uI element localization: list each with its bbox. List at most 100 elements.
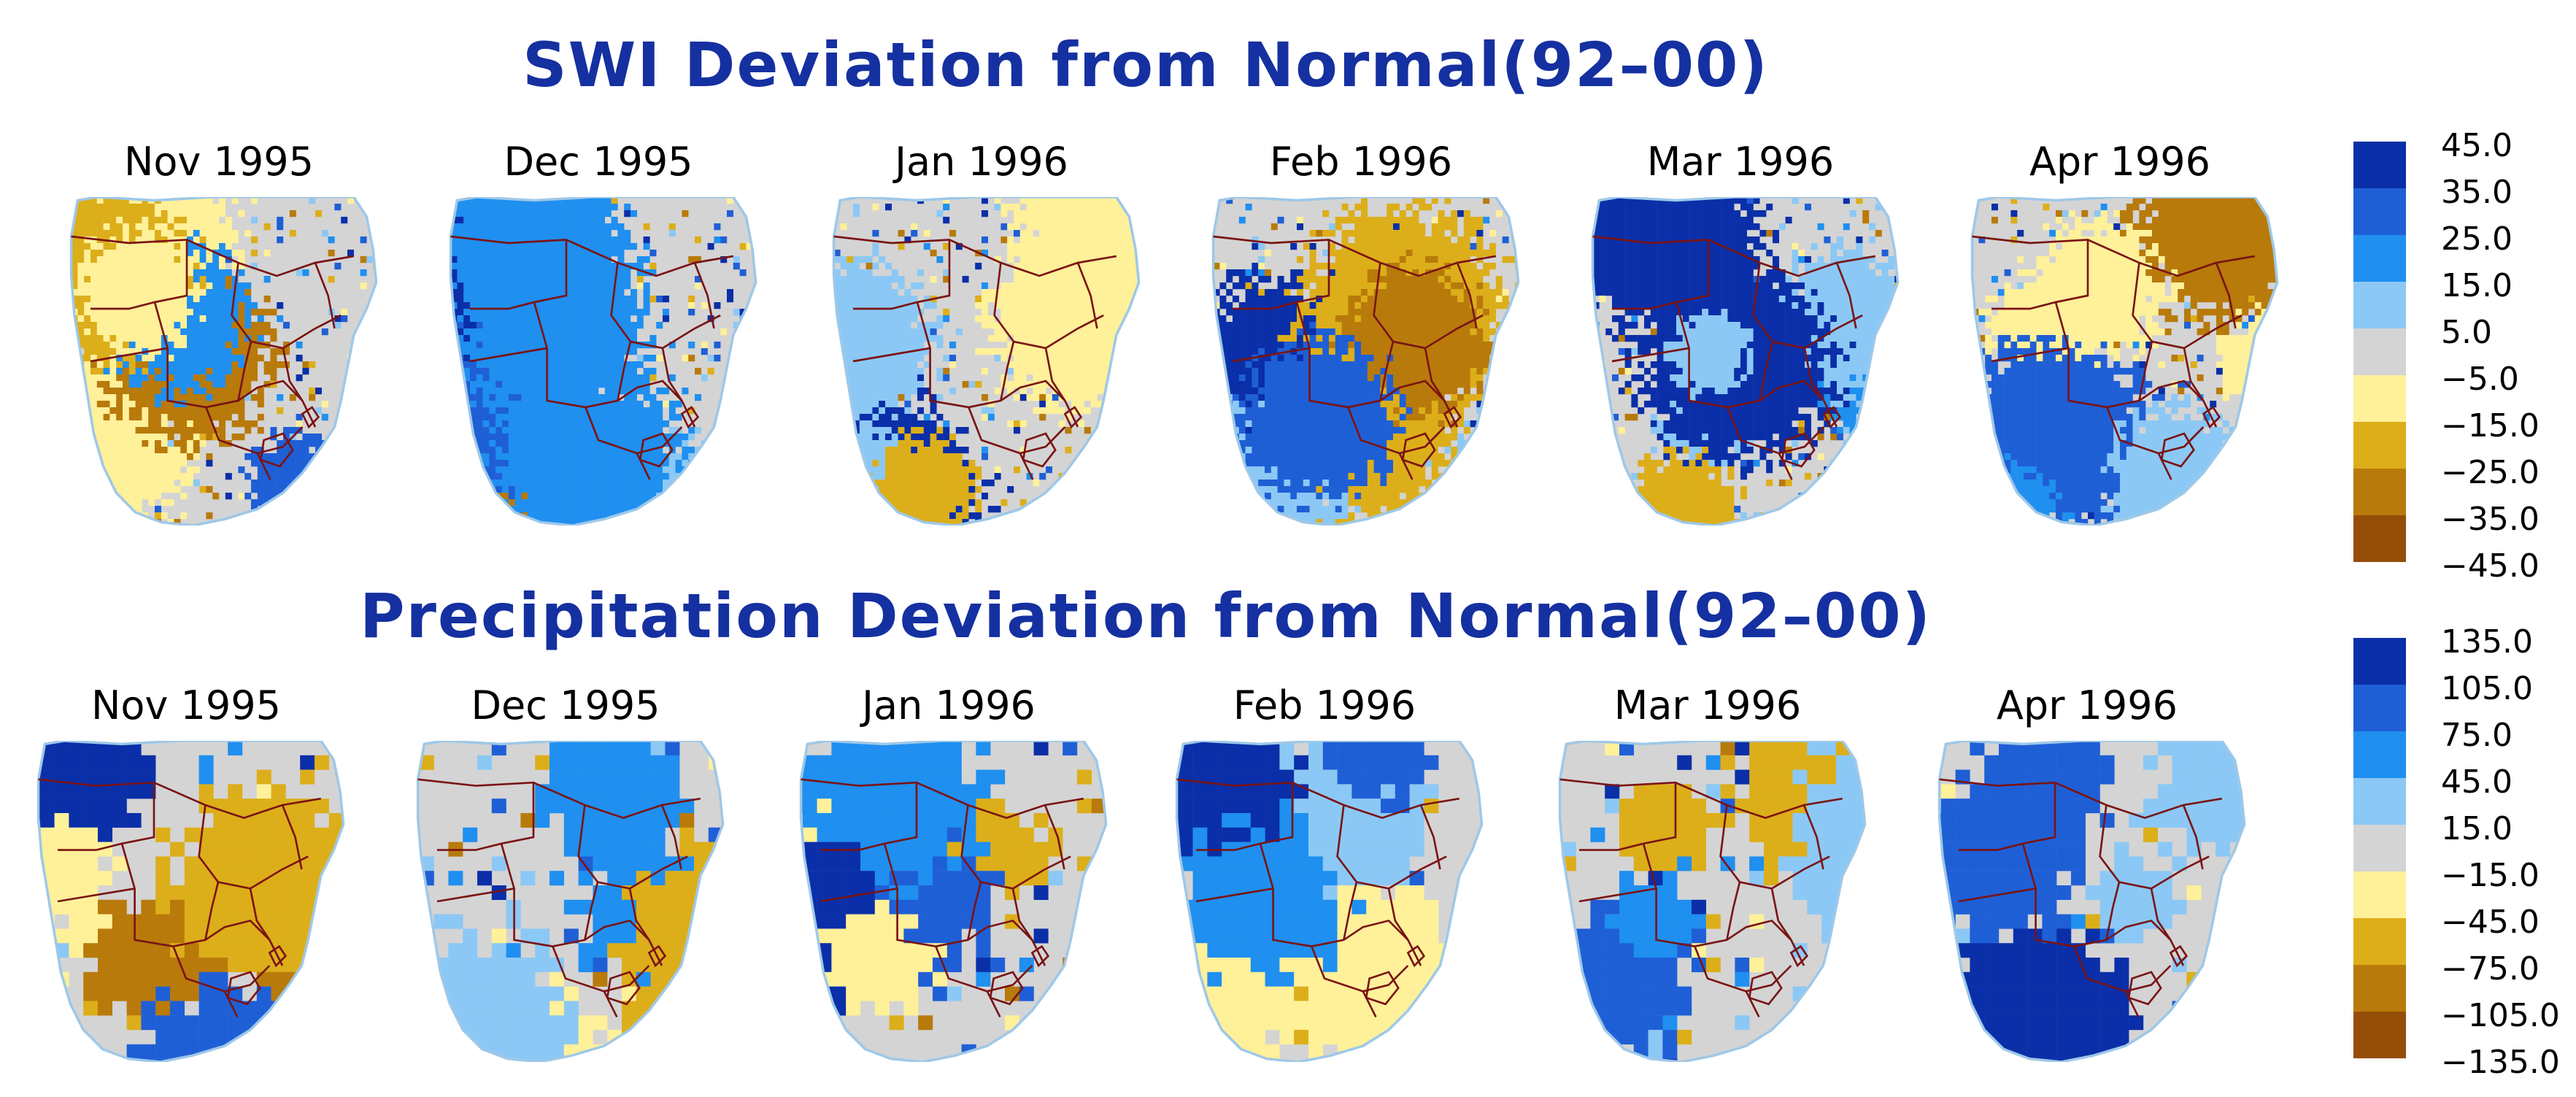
country-border — [153, 301, 304, 409]
country-border — [120, 843, 271, 947]
country-border — [1694, 946, 1792, 993]
country-border — [680, 406, 700, 429]
country-border — [256, 453, 271, 480]
country-border — [1343, 882, 1358, 941]
country-border — [639, 432, 674, 468]
country-border — [1259, 843, 1409, 947]
colorbar-swatch — [2353, 871, 2406, 918]
country-border — [2150, 888, 2185, 966]
country-border — [436, 888, 514, 903]
coastline — [1591, 197, 1900, 526]
colorbar-swatch — [2353, 375, 2406, 422]
colorbar-tick-label: −15.0 — [2441, 407, 2540, 444]
country-border — [268, 944, 288, 968]
colorbar-tick-label: 5.0 — [2441, 314, 2492, 351]
country-border — [1424, 347, 1459, 428]
map — [1937, 741, 2246, 1062]
swi-panel-3: Feb 1996 — [1189, 139, 1532, 547]
country-border — [1675, 301, 1825, 409]
swi-panel-1: Dec 1995 — [427, 139, 770, 547]
country-border — [693, 262, 715, 329]
country-border — [2182, 804, 2204, 870]
country-border — [883, 843, 1033, 947]
precip-title: Precipitation Deviation from Normal(92–0… — [359, 580, 1932, 652]
panel-month-label: Dec 1995 — [471, 682, 660, 728]
colorbar-swatch — [2353, 328, 2406, 375]
country-border — [500, 843, 650, 947]
colorbar-tick-label: 45.0 — [2441, 763, 2513, 801]
country-border — [226, 971, 261, 1006]
country-border — [1044, 804, 1065, 870]
country-border — [647, 944, 667, 968]
swi-panel-0: Nov 1995 — [47, 139, 390, 547]
country-border — [2202, 406, 2221, 429]
country-border — [1195, 888, 1273, 903]
colorbar-swatch — [2353, 685, 2406, 731]
colorbar-tick-label: 45.0 — [2441, 127, 2513, 164]
swi-panel-4: Mar 1996 — [1569, 139, 1912, 547]
map — [416, 741, 725, 1062]
colorbar-swatch — [2353, 422, 2406, 469]
anomaly-grid — [801, 741, 1106, 1062]
precip-panel-3: Feb 1996 — [1153, 682, 1496, 1091]
anomaly-grid — [71, 197, 377, 526]
country-border — [2021, 843, 2172, 947]
colorbar-tick-label: −45.0 — [2441, 904, 2540, 941]
country-border — [603, 990, 618, 1017]
panel-month-label: Apr 1996 — [1996, 682, 2178, 728]
precip-panel-row: Nov 1995 Dec 1995 Jan 1996 Feb 1996 Mar 1996… — [0, 682, 2291, 1091]
country-border — [967, 882, 982, 941]
country-border — [986, 990, 1001, 1017]
coastline — [1558, 741, 1867, 1062]
colorbar-swatch — [2353, 235, 2406, 282]
coastline — [69, 197, 378, 526]
country-border — [2215, 262, 2237, 329]
map — [36, 741, 345, 1062]
country-border — [1642, 843, 1792, 947]
panel-month-label: Feb 1996 — [1233, 682, 1416, 728]
country-border — [1406, 944, 1426, 968]
colorbar-tick-label: −75.0 — [2441, 950, 2540, 988]
colorbar-swatch — [2353, 515, 2406, 562]
country-border — [2105, 882, 2121, 941]
country-border — [259, 432, 294, 468]
map — [1175, 741, 1484, 1062]
country-border — [577, 804, 688, 890]
map — [832, 197, 1141, 526]
anomaly-grid — [833, 197, 1139, 526]
precip-panel-2: Jan 1996 — [777, 682, 1120, 1091]
panel-month-label: Jan 1996 — [895, 139, 1068, 185]
country-border — [960, 804, 1071, 890]
country-border — [1379, 341, 1395, 401]
swi-panel-2: Jan 1996 — [810, 139, 1153, 547]
coastline — [1970, 197, 2279, 526]
country-border — [1443, 406, 1462, 429]
country-border — [2054, 301, 2205, 409]
country-border — [57, 888, 135, 903]
country-border — [606, 971, 641, 1006]
country-border — [1401, 432, 1436, 468]
colorbar-tick-label: −135.0 — [2441, 1044, 2560, 1081]
country-border — [1991, 347, 2069, 363]
map — [1211, 197, 1520, 526]
anomaly-grid — [1972, 197, 2278, 526]
coastline — [1175, 741, 1484, 1062]
panel-month-label: Mar 1996 — [1613, 682, 1802, 728]
colorbar-tick-label: −25.0 — [2441, 454, 2540, 491]
country-border — [469, 347, 547, 363]
country-border — [198, 804, 309, 890]
country-border — [989, 971, 1024, 1006]
country-border — [1781, 432, 1816, 468]
colorbar-swatch — [2353, 469, 2406, 515]
coastline — [449, 197, 757, 526]
country-border — [852, 347, 930, 363]
country-border — [1336, 804, 1447, 890]
country-border — [1726, 882, 1741, 941]
country-border — [1752, 262, 1863, 350]
country-border — [628, 888, 663, 966]
country-border — [1030, 944, 1050, 968]
country-border — [204, 882, 220, 941]
colorbar-swatch — [2353, 731, 2406, 778]
country-border — [223, 990, 239, 1017]
country-border — [585, 407, 683, 455]
